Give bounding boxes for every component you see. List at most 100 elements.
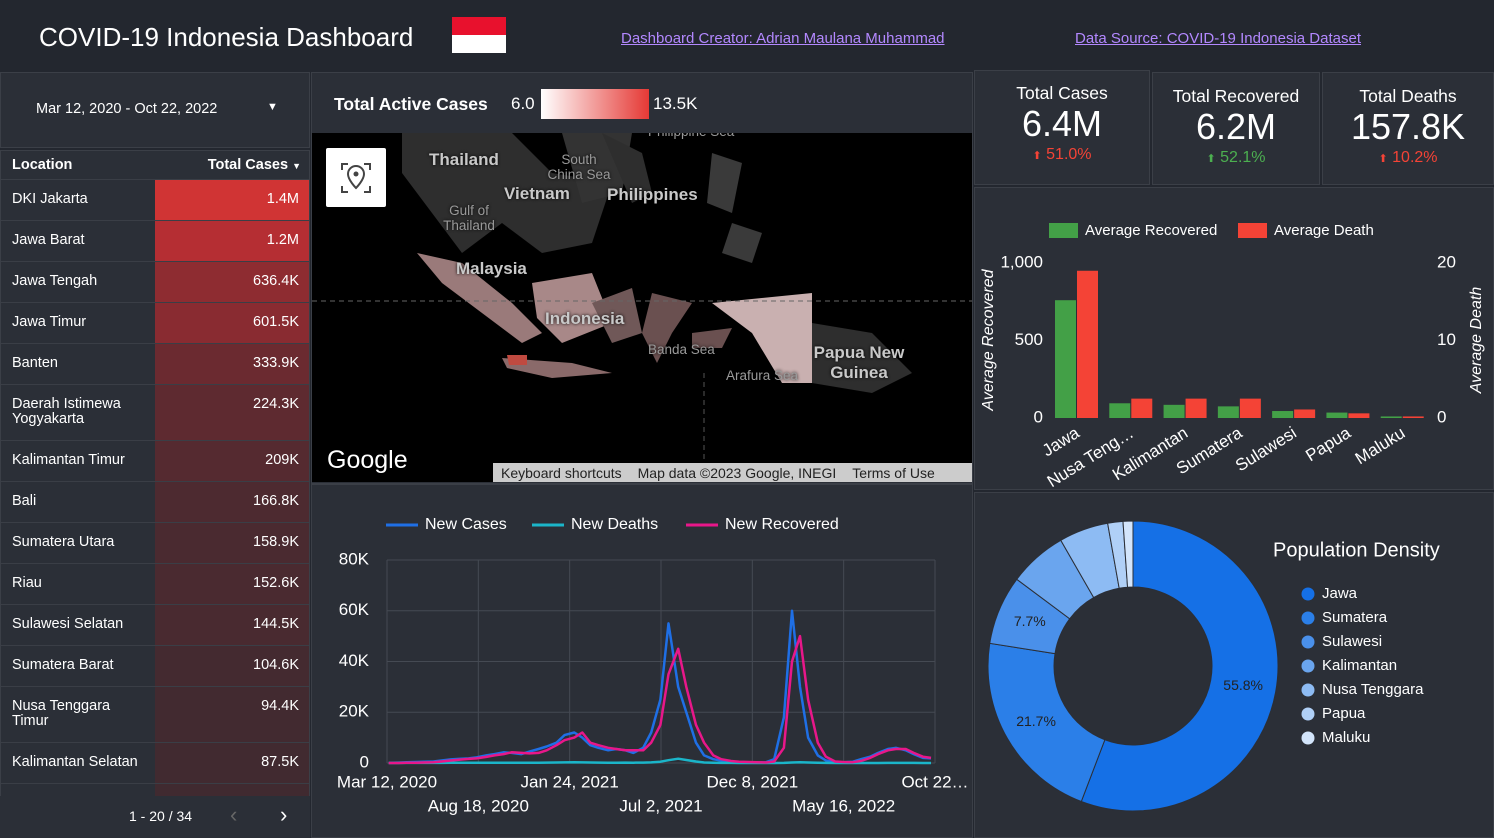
table-row[interactable]: Riau 152.6K [1,564,309,605]
kpi-change: ⬆ 52.1% [1206,149,1266,166]
map-legend-min: 6.0 [511,94,535,113]
location-cell: Daerah Istimewa Yogyakarta [12,396,121,427]
location-cell: Jawa Timur [12,314,87,330]
cases-cell: 94.4K [155,687,309,742]
location-cell: DKI Jakarta [12,191,88,207]
location-cell: Sulawesi Selatan [12,616,124,632]
prev-page[interactable]: ‹ [230,802,238,827]
column-header[interactable]: Total Cases ▼ [156,157,301,173]
map-label: Banda Sea [648,342,715,357]
line-panel [311,484,973,838]
location-cell: Bali [12,493,37,509]
table-row[interactable]: Kalimantan Timur 209K [1,441,309,482]
cases-cell: 1.4M [155,180,309,220]
dropdown-arrow: ▼ [267,101,278,113]
kpi-label: Total Deaths [1359,86,1457,106]
table-row[interactable]: Daerah Istimewa Yogyakarta 224.3K [1,385,309,441]
kpi-change-value: 51.0% [1046,146,1092,163]
location-cell: Kalimantan Timur [12,452,125,468]
locate-button[interactable] [326,148,386,207]
table-row[interactable]: Jawa Timur 601.5K [1,303,309,344]
map-label: Papua New Guinea [813,343,905,382]
kpi-card: Total Deaths 157.8K ⬆ 10.2% [1322,72,1494,185]
cases-cell: 209K [155,441,309,481]
map-label: Philippines [607,185,698,204]
location-cell: Sumatera Barat [12,657,114,673]
table-row[interactable]: Banten 333.9K [1,344,309,385]
cases-cell: 601.5K [155,303,309,343]
pie-panel [974,492,1494,838]
keyboard-shortcuts[interactable]: Keyboard shortcuts [501,464,622,481]
table-body: DKI Jakarta 1.4M Jawa Barat 1.2M Jawa Tengah… [1,180,309,825]
map-label: Vietnam [504,184,570,203]
location-cell: Sumatera Utara [12,534,115,550]
map-attribution: Keyboard shortcuts Map data ©2023 Google… [493,463,972,482]
google-logo: Google [327,446,408,474]
map-label: Gulf of Thailand [443,203,495,233]
map-legend-gradient [541,89,649,119]
map-shapes [312,133,972,482]
kpi-change: ⬆ 10.2% [1378,149,1438,166]
kpi-label: Total Recovered [1172,86,1300,106]
cases-cell: 158.9K [155,523,309,563]
map-legend-max: 13.5K [653,94,698,113]
terms-link[interactable]: Terms of Use [852,464,935,481]
cases-cell: 333.9K [155,344,309,384]
kpi-value: 6.4M [1021,103,1103,144]
cases-cell: 224.3K [155,385,309,440]
flag [452,17,506,53]
table-row[interactable]: Sulawesi Selatan 144.5K [1,605,309,646]
map-legend-title: Total Active Cases [334,94,488,114]
map-label: Indonesia [545,309,625,328]
table-row[interactable]: DKI Jakarta 1.4M [1,180,309,221]
location-cell: Banten [12,355,58,371]
cases-cell: 1.2M [155,221,309,261]
kpi-card: Total Recovered 6.2M ⬆ 52.1% [1152,72,1320,185]
sort-arrow: ▼ [292,161,301,171]
pagination: 1 - 20 / 34 ‹ › [0,796,310,838]
kpi-change-value: 52.1% [1220,149,1266,166]
column-header[interactable]: Location [12,157,73,173]
location-cell: Jawa Tengah [12,273,98,289]
table-row[interactable]: Sumatera Barat 104.6K [1,646,309,687]
map-label: Arafura Sea [726,368,799,383]
table: Location Total Cases ▼ DKI Jakarta 1.4M Ja… [0,150,310,838]
bar-panel [974,187,1494,490]
date-picker[interactable]: Mar 12, 2020 - Oct 22, 2022 ▼ [0,72,310,148]
location-cell: Riau [12,575,42,591]
source-link[interactable]: Data Source: COVID-19 Indonesia Dataset [1075,30,1361,47]
map-label: Philippine Sea [648,133,734,139]
next-page[interactable]: › [280,802,288,827]
dashboard-title: COVID-19 Indonesia Dashboard [39,22,414,52]
table-row[interactable]: Nusa Tenggara Timur 94.4K [1,687,309,743]
map-data: Map data ©2023 Google, INEGI [637,464,837,481]
location-cell: Nusa Tenggara Timur [12,698,111,729]
column-header-text: Total Cases [207,157,289,173]
date-range: Mar 12, 2020 - Oct 22, 2022 [36,101,218,117]
kpi-value: 6.2M [1195,106,1277,147]
cases-cell: 144.5K [155,605,309,645]
page-info: 1 - 20 / 34 [129,808,193,824]
cases-cell: 166.8K [155,482,309,522]
cases-cell: 636.4K [155,262,309,302]
table-row[interactable]: Jawa Barat 1.2M [1,221,309,262]
kpi-change: ⬆ 51.0% [1032,146,1092,163]
creator-link[interactable]: Dashboard Creator: Adrian Maulana Muhamm… [621,30,945,47]
kpi-change-value: 10.2% [1392,149,1438,166]
cases-cell: 87.5K [155,743,309,783]
table-row[interactable]: Bali 166.8K [1,482,309,523]
cases-cell: 104.6K [155,646,309,686]
location-cell: Kalimantan Selatan [12,754,138,770]
table-row[interactable]: Kalimantan Selatan 87.5K [1,743,309,784]
map-label: Thailand [429,150,499,169]
map[interactable]: Philippine Sea Thailand South China Sea … [312,133,972,482]
table-header: Location Total Cases ▼ [1,151,309,180]
kpi-card: Total Cases 6.4M ⬆ 51.0% [974,70,1150,185]
table-row[interactable]: Jawa Tengah 636.4K [1,262,309,303]
table-row[interactable]: Sumatera Utara 158.9K [1,523,309,564]
map-label: Malaysia [456,259,527,278]
kpi-label: Total Cases [1016,83,1108,103]
location-cell: Jawa Barat [12,232,85,248]
map-label: South China Sea [547,152,611,182]
